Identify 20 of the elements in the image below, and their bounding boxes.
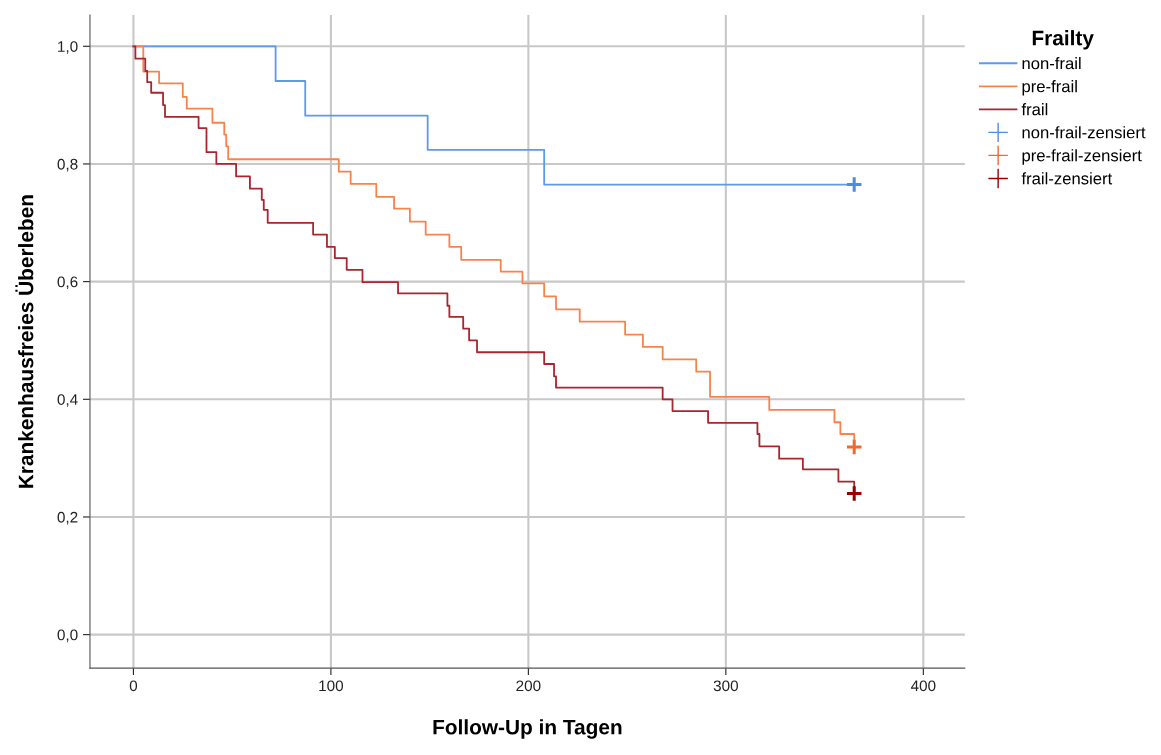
y-tick-label: 0,2 bbox=[57, 511, 78, 525]
x-tick-label: 0 bbox=[129, 680, 138, 692]
legend-label: pre-frail bbox=[1022, 80, 1077, 96]
x-tick-label: 400 bbox=[910, 680, 936, 692]
x-axis-title: Follow-Up in Tagen bbox=[433, 719, 622, 739]
legend-title: Frailty bbox=[1032, 30, 1094, 50]
y-tick-label: 1,0 bbox=[58, 41, 78, 54]
y-axis-title: Krankenhausfreies Überleben bbox=[15, 195, 34, 488]
legend-label: frail bbox=[1021, 103, 1048, 116]
y-tick-label: 0,8 bbox=[57, 158, 78, 172]
legend-label: non-frail bbox=[1022, 57, 1081, 70]
y-tick-label: 0,4 bbox=[57, 394, 78, 407]
x-tick-label: 100 bbox=[319, 680, 344, 692]
y-tick-label: 0,6 bbox=[57, 276, 78, 290]
x-tick-label: 200 bbox=[516, 680, 541, 692]
legend-label: frail-zensiert bbox=[1021, 172, 1113, 185]
legend-label: pre-frail-zensiert bbox=[1022, 149, 1142, 165]
y-tick-label: 0,0 bbox=[57, 629, 78, 643]
x-tick-label: 300 bbox=[713, 680, 738, 692]
legend-label: non-frail-zensiert bbox=[1022, 126, 1146, 139]
